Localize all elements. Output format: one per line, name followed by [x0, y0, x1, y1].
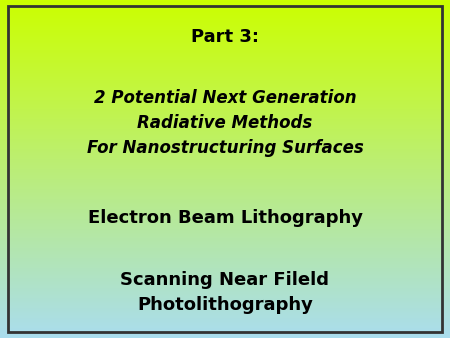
Text: 2 Potential Next Generation
Radiative Methods
For Nanostructuring Surfaces: 2 Potential Next Generation Radiative Me… — [86, 89, 364, 158]
Text: Electron Beam Lithography: Electron Beam Lithography — [87, 209, 363, 227]
Text: Scanning Near Fileld
Photolithography: Scanning Near Fileld Photolithography — [121, 271, 329, 314]
Text: Part 3:: Part 3: — [191, 28, 259, 46]
